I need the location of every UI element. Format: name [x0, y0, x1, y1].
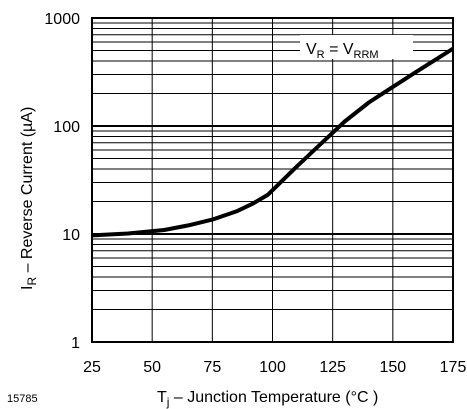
x-tick-label: 50 — [143, 359, 161, 376]
y-tick-label: 1000 — [44, 11, 80, 28]
y-axis-label-rest: – Reverse Current (µA) — [19, 107, 36, 277]
x-axis-label-main: T — [157, 389, 167, 406]
annotation-eq: = — [325, 41, 343, 58]
x-axis-label-sub: j — [166, 395, 170, 409]
annotation-b: V — [343, 41, 354, 58]
x-tick-label: 100 — [259, 359, 286, 376]
y-tick-label: 100 — [53, 119, 80, 136]
x-tick-labels: 25 50 75 100 125 150 175 — [83, 359, 466, 376]
x-tick-label: 75 — [203, 359, 221, 376]
x-axis-label: Tj – Junction Temperature (°C ) — [157, 389, 378, 409]
x-tick-label: 25 — [83, 359, 101, 376]
y-axis-label-main: I — [19, 286, 36, 290]
figure-id: 15785 — [7, 393, 38, 405]
grid — [91, 18, 454, 342]
x-axis-label-rest: – Junction Temperature (°C ) — [169, 389, 378, 406]
y-axis-label: IR – Reverse Current (µA) — [19, 107, 39, 290]
x-tick-label: 150 — [379, 359, 406, 376]
y-tick-label: 10 — [62, 227, 80, 244]
plot-border — [91, 17, 454, 343]
annotation-a: V — [306, 41, 317, 58]
annotation-background — [300, 35, 413, 59]
plot-frame — [91, 17, 454, 343]
annotation-a-sub: R — [317, 49, 325, 61]
annotation-b-sub: RRM — [354, 49, 379, 61]
annotation-vr-vrrm: VR = VRRM — [300, 35, 413, 61]
x-tick-label: 175 — [440, 359, 467, 376]
x-tick-label: 125 — [319, 359, 346, 376]
y-tick-labels: 1 10 100 1000 — [44, 11, 80, 352]
y-tick-label: 1 — [71, 335, 80, 352]
y-axis-label-sub: R — [25, 277, 39, 286]
annotation-text: VR = VRRM — [306, 41, 379, 61]
series-line — [91, 47, 455, 238]
series-layer — [91, 47, 455, 238]
